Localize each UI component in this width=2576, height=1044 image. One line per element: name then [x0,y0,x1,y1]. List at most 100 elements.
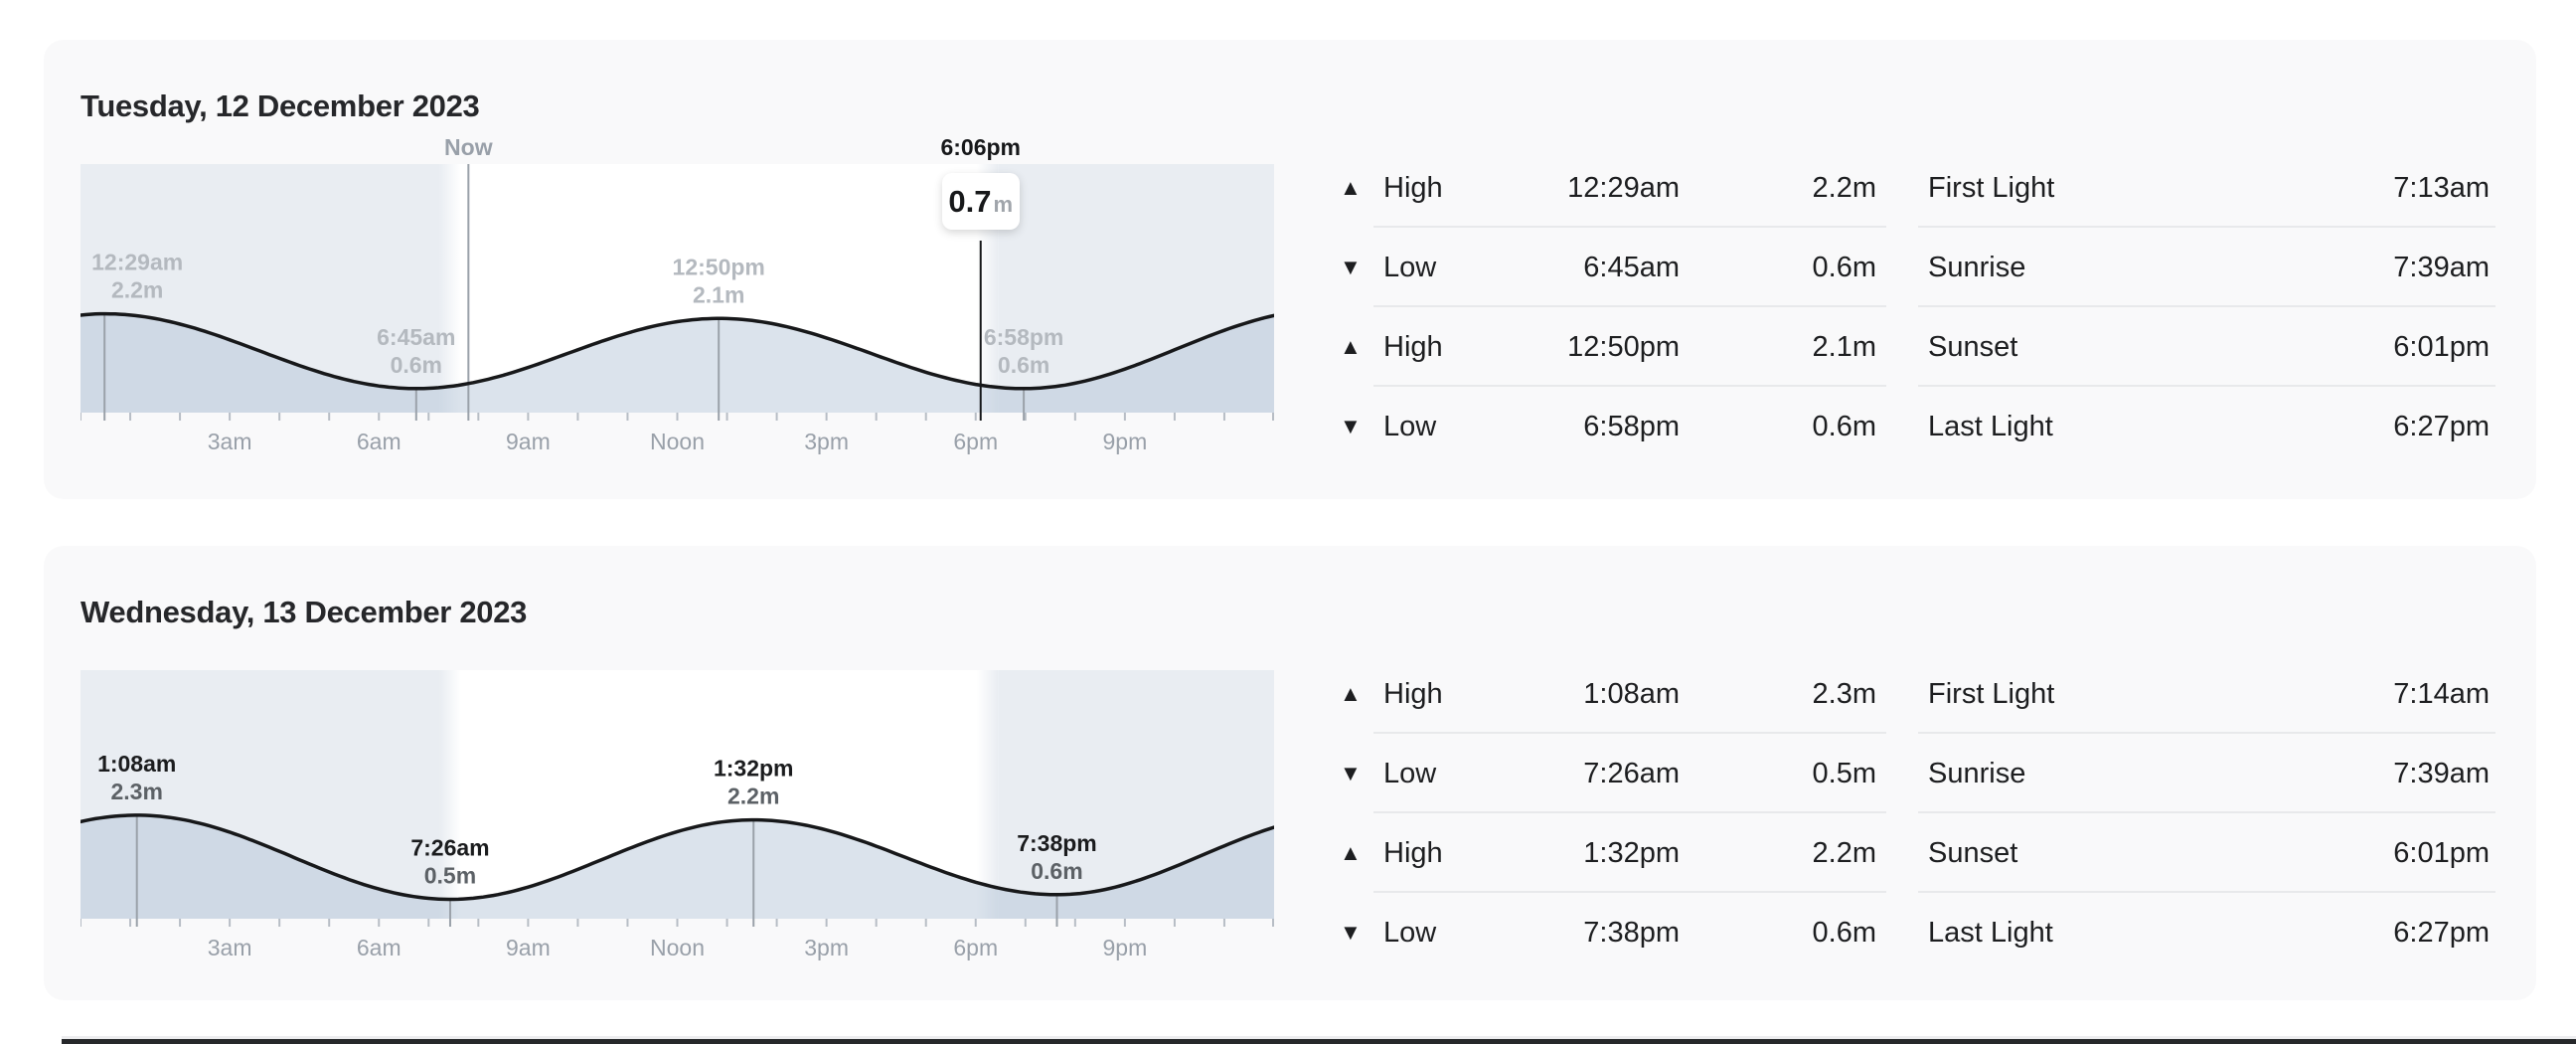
tide-time: 1:08am [1583,678,1680,710]
low-tide-arrow-icon: ▼ [1340,414,1362,438]
tide-area [80,313,1274,413]
tide-row: ▼ Low 6:45am 0.6m [1338,228,1886,307]
sun-label: Sunset [1928,331,2018,363]
sun-row: First Light 7:13am [1918,148,2496,228]
tide-curve-svg: 3am 6am 9am Noon 3pm 6pm 9pm1:08am2.3m7:26am0.… [80,670,1274,960]
tide-chart[interactable]: 3am 6am 9am Noon 3pm 6pm 9pm 1:08am 2.3m 7:26am 0.… [80,670,1274,963]
day-card-tuesday: Tuesday, 12 December 2023 3am 6am 9am Noon 3… [44,40,2536,499]
tide-type: High [1383,172,1443,204]
tide-event-height-label: 2.2m [111,277,163,303]
tide-row: ▲ High 1:08am 2.3m [1338,654,1886,734]
night-band-morning [80,670,440,919]
tide-time: 7:38pm [1583,917,1680,949]
tide-event-time-label: 6:45am [377,324,455,350]
tide-height: 2.1m [1812,331,1876,363]
tide-type: Low [1383,252,1437,283]
row-divider [1918,732,2496,734]
dawn-gradient [439,670,461,919]
tide-curve [80,813,1274,902]
sun-row: Sunset 6:01pm [1918,307,2496,387]
sun-label: Sunrise [1928,758,2026,789]
sun-value: 6:01pm [2393,331,2490,363]
sun-row: Last Light 6:27pm [1918,387,2496,466]
row-divider [1373,891,1886,893]
tide-height: 2.3m [1812,678,1876,710]
axis-label: 6am [357,429,402,454]
axis-label: 9pm [1103,935,1148,960]
sun-row: Sunset 6:01pm [1918,813,2496,893]
sun-value: 7:39am [2393,252,2490,283]
low-tide-arrow-icon: ▼ [1340,761,1362,785]
tide-row: ▲ High 1:32pm 2.2m [1338,813,1886,893]
tide-event-time-label: 7:26am [410,835,489,861]
tide-event-time-label: 7:38pm [1017,830,1097,856]
tooltip-value: 0.7 [948,183,992,219]
row-divider [1373,811,1886,813]
tide-curve-svg: 3am 6am 9am Noon 3pm 6pm 9pm12:29am2.2m6:45am0… [80,164,1274,454]
sun-label: Sunset [1928,837,2018,869]
tide-height: 0.6m [1812,411,1876,442]
tide-curve [80,311,1274,391]
night-band-evening [998,164,1274,413]
tooltip-time-label: 6:06pm [940,134,1022,160]
high-tide-arrow-icon: ▲ [1340,175,1362,200]
tide-event-height-label: 0.6m [998,352,1049,378]
tide-type: High [1383,837,1443,869]
tide-table: ▲ High 1:08am 2.3m ▼ Low 7:26am 0.5m ▲ H… [1338,654,1886,972]
tide-event-time-label: 1:32pm [714,756,794,782]
tide-row: ▼ Low 6:58pm 0.6m [1338,387,1886,466]
row-divider [1373,305,1886,307]
sun-table: First Light 7:14am Sunrise 7:39am Sunset… [1918,654,2496,972]
tide-type: Low [1383,758,1437,789]
sun-value: 6:01pm [2393,837,2490,869]
tide-type: High [1383,331,1443,363]
tide-row: ▼ Low 7:26am 0.5m [1338,734,1886,813]
sun-value: 6:27pm [2393,411,2490,442]
tide-time: 6:45am [1583,252,1680,283]
now-label: Now [444,134,493,160]
tide-event-time-label: 1:08am [97,751,176,777]
night-band-evening [998,670,1274,919]
sun-label: Last Light [1928,917,2053,949]
tide-event-time-label: 12:29am [91,250,183,275]
tide-type: High [1383,678,1443,710]
axis-label: Noon [650,935,705,960]
footer-divider [62,1036,2576,1039]
sun-label: Sunrise [1928,252,2026,283]
tooltip-value-box: 0.7 m [941,173,1020,230]
axis-label: 9am [506,935,551,960]
high-tide-arrow-icon: ▲ [1340,681,1362,706]
tide-type: Low [1383,411,1437,442]
sun-row: Last Light 6:27pm [1918,893,2496,972]
sun-value: 6:27pm [2393,917,2490,949]
row-divider [1918,811,2496,813]
dawn-gradient [439,164,461,413]
day-card-wednesday: Wednesday, 13 December 2023 3am 6am 9am Noo… [44,546,2536,1000]
tide-time: 6:58pm [1583,411,1680,442]
tide-area [80,814,1274,919]
dusk-gradient [976,670,999,919]
tide-height: 0.6m [1812,252,1876,283]
high-tide-arrow-icon: ▲ [1340,840,1362,865]
row-divider [1373,385,1886,387]
tide-event-height-label: 0.6m [1031,858,1082,884]
tide-time: 1:32pm [1583,837,1680,869]
tide-chart[interactable]: 3am 6am 9am Noon 3pm 6pm 9pm 12:29am 2.2m 6:45am 0… [80,135,1274,457]
axis-label: 3pm [804,429,849,454]
night-band-morning [80,164,440,413]
sun-value: 7:13am [2393,172,2490,204]
tide-event-time-label: 6:58pm [984,324,1064,350]
high-tide-arrow-icon: ▲ [1340,334,1362,359]
row-divider [1918,305,2496,307]
tooltip-unit: m [993,192,1014,217]
axis-label: 6am [357,935,402,960]
sun-row: Sunrise 7:39am [1918,228,2496,307]
sun-value: 7:39am [2393,758,2490,789]
sun-label: First Light [1928,172,2055,204]
axis-label: Noon [650,429,705,454]
axis-label: 9am [506,429,551,454]
tide-height: 2.2m [1812,837,1876,869]
day-title: Wednesday, 13 December 2023 [80,595,528,629]
low-tide-arrow-icon: ▼ [1340,255,1362,279]
